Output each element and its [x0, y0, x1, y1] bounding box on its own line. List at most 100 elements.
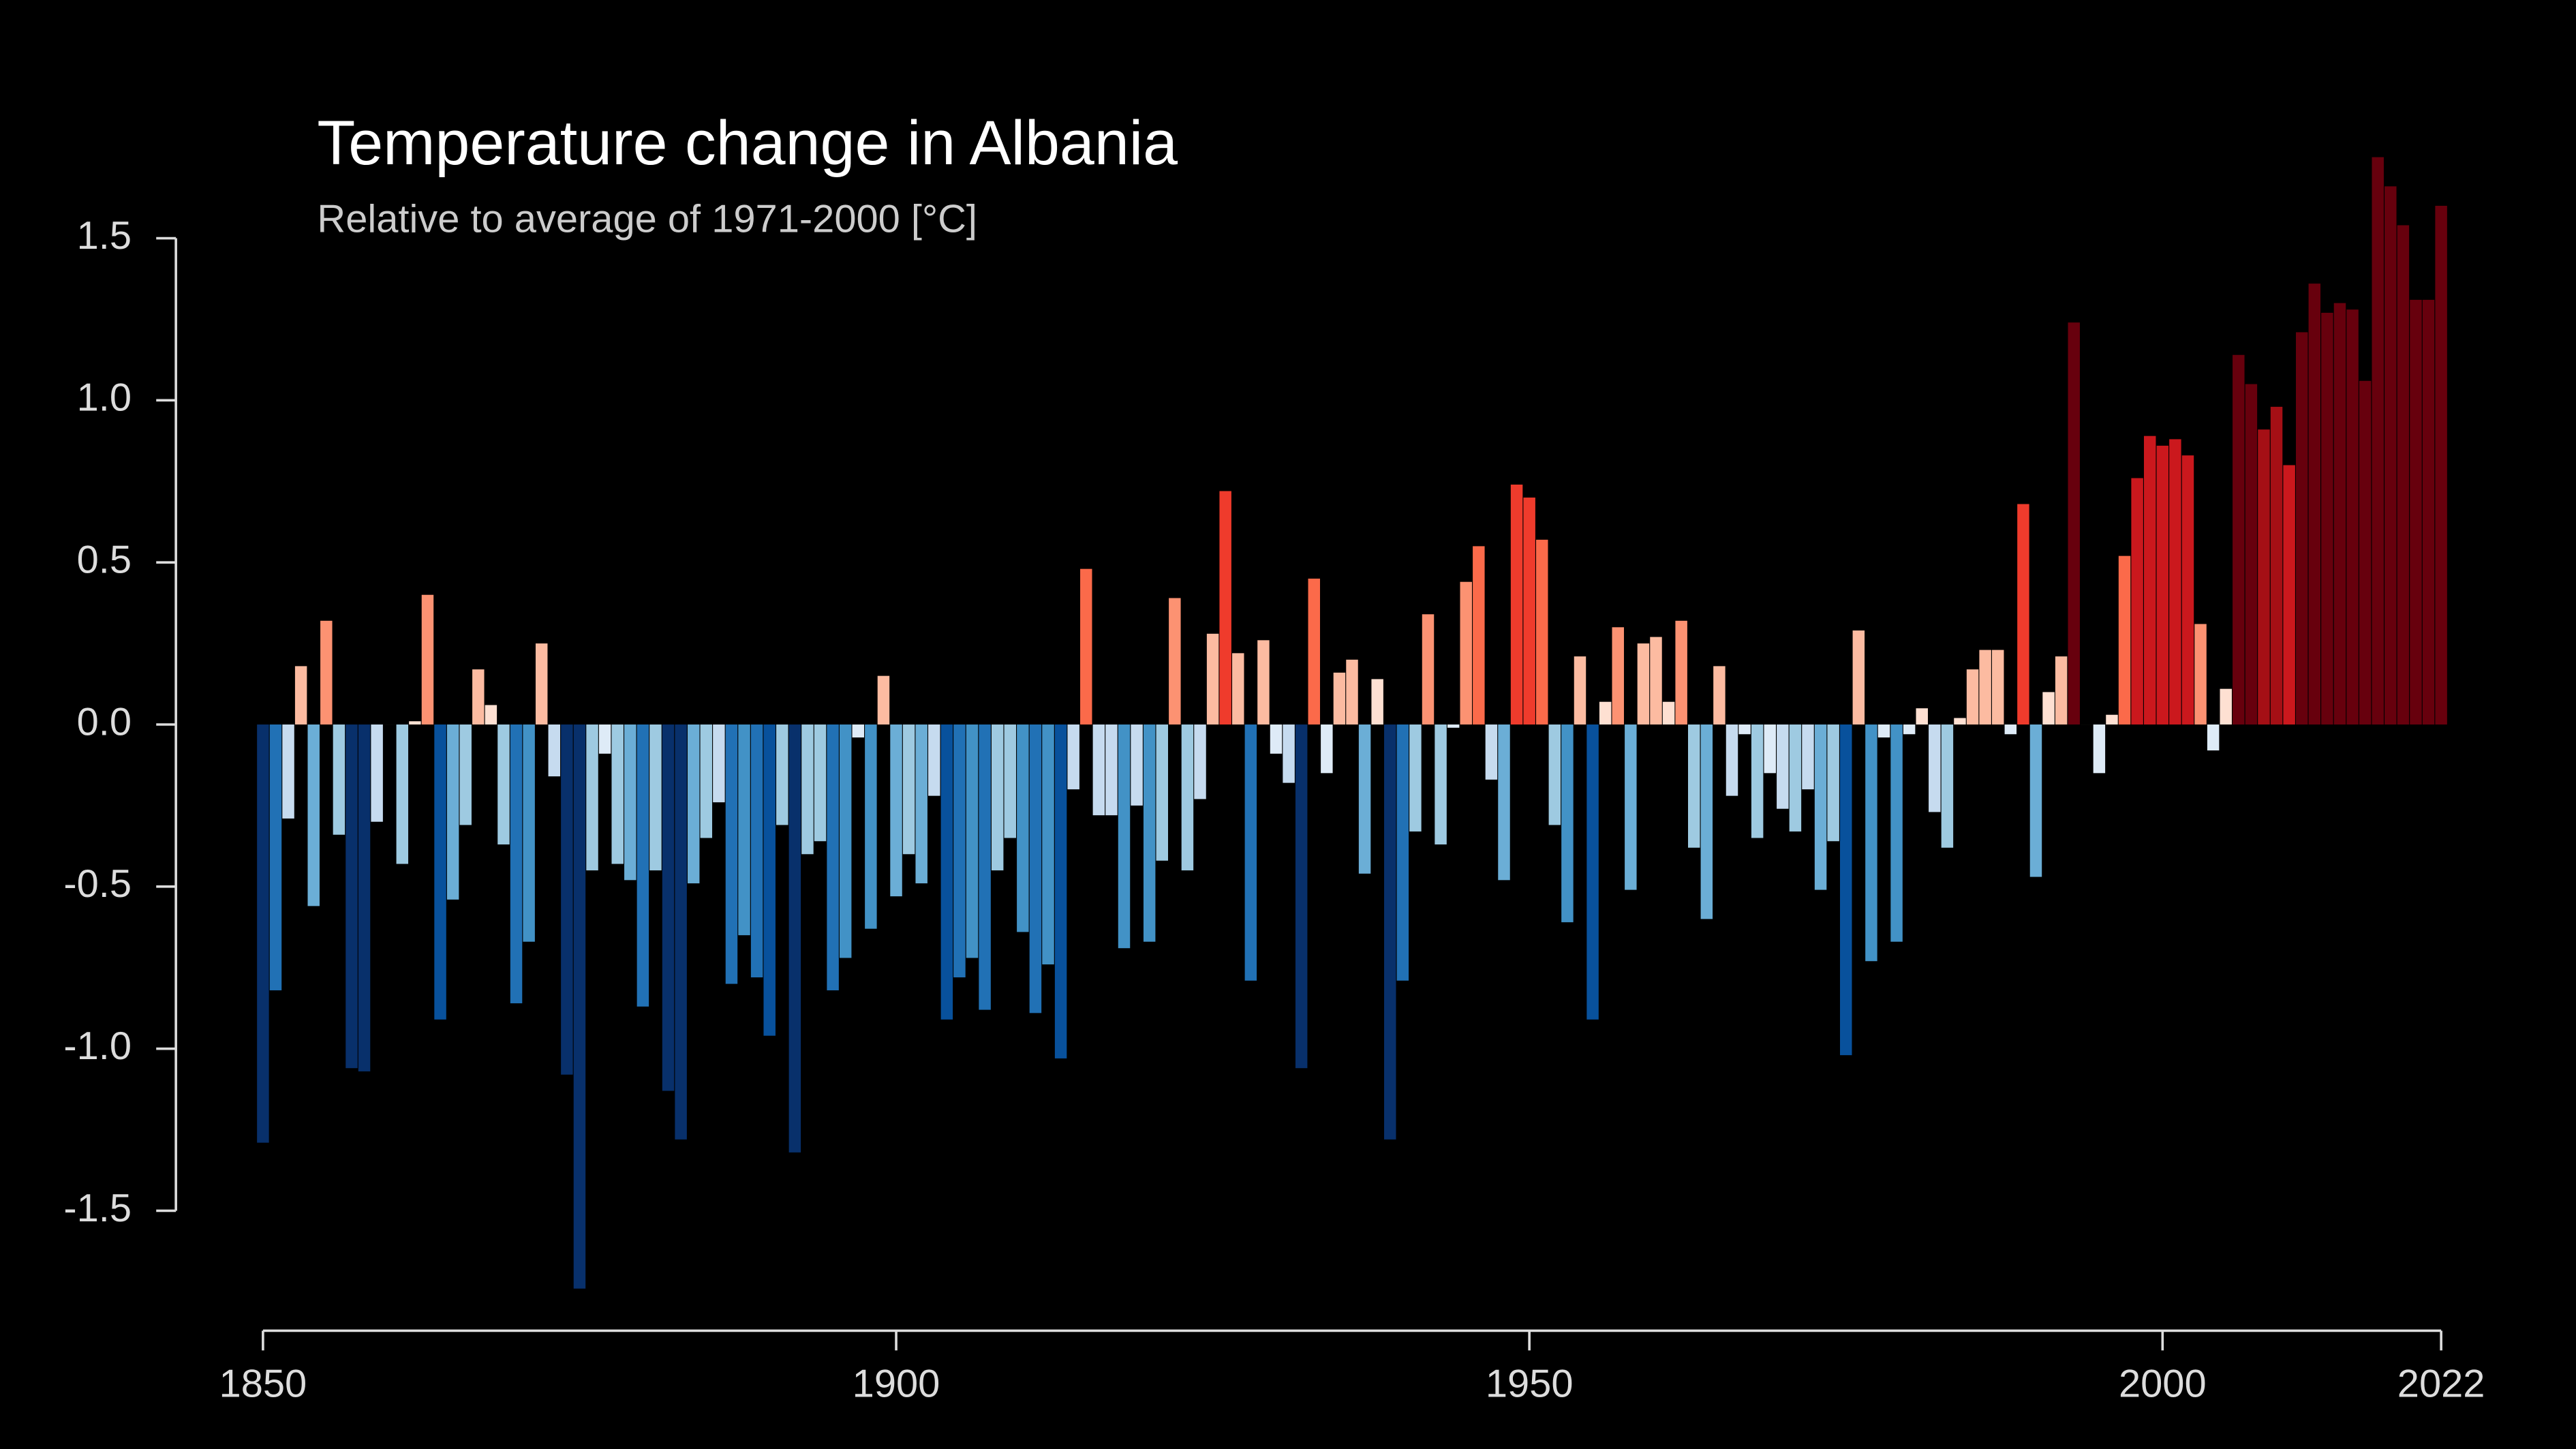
- bar: [409, 721, 421, 724]
- bar: [1447, 724, 1460, 728]
- bar: [700, 724, 713, 838]
- bar: [1548, 724, 1561, 825]
- bar: [1409, 724, 1422, 832]
- bar: [1029, 724, 1042, 1013]
- bar: [561, 724, 573, 1075]
- bar: [1612, 627, 1624, 724]
- bar: [1903, 724, 1916, 735]
- bar: [320, 620, 333, 724]
- bar: [446, 724, 459, 900]
- bar: [2004, 724, 2017, 735]
- bar: [814, 724, 827, 842]
- bar: [586, 724, 598, 871]
- bar: [371, 724, 383, 822]
- bar: [1042, 724, 1054, 964]
- bar: [2220, 688, 2232, 724]
- bar: [1954, 718, 1966, 724]
- chart-subtitle: Relative to average of 1971-2000 [°C]: [317, 198, 977, 241]
- bar: [282, 724, 294, 819]
- bar: [421, 594, 434, 724]
- bar: [2181, 455, 2194, 724]
- y-tick-label: -0.5: [63, 862, 132, 906]
- bar: [890, 724, 902, 897]
- bar: [2258, 429, 2270, 724]
- bar: [358, 724, 371, 1071]
- bar: [2156, 445, 2169, 724]
- bar: [1396, 724, 1409, 981]
- bar: [763, 724, 776, 1036]
- bar: [2055, 656, 2068, 724]
- bar: [2118, 555, 2131, 724]
- bar: [1751, 724, 1764, 838]
- bar: [1181, 724, 1194, 871]
- bar: [510, 724, 523, 1004]
- bar: [1460, 581, 1472, 724]
- bar: [776, 724, 788, 825]
- bar: [2042, 692, 2055, 724]
- bar: [294, 666, 307, 724]
- bar: [1738, 724, 1751, 735]
- bar: [1054, 724, 1067, 1058]
- bar: [611, 724, 624, 864]
- bar: [1510, 485, 1523, 724]
- bar: [2372, 157, 2384, 724]
- bar: [2346, 309, 2359, 724]
- x-tick-label: 2000: [2119, 1362, 2207, 1406]
- y-tick-label: 1.0: [77, 376, 132, 420]
- bar: [1131, 724, 1143, 806]
- bar: [1574, 656, 1586, 724]
- bar: [979, 724, 991, 1010]
- bar: [1080, 568, 1092, 724]
- bar: [2131, 478, 2143, 724]
- bar: [1244, 724, 1257, 981]
- bar: [940, 724, 953, 1020]
- bar: [1156, 724, 1168, 861]
- bar: [2245, 384, 2258, 724]
- bar: [1979, 650, 1991, 724]
- bar: [573, 724, 586, 1289]
- bar: [346, 724, 358, 1069]
- bar: [852, 724, 865, 738]
- bar: [1004, 724, 1017, 838]
- y-tick-label: -1.0: [63, 1024, 132, 1068]
- bar: [548, 724, 561, 777]
- bar: [738, 724, 750, 936]
- bar: [2385, 186, 2397, 725]
- bar: [2333, 303, 2346, 724]
- bar: [1422, 614, 1435, 724]
- bar: [1169, 598, 1181, 724]
- bar: [1777, 724, 1789, 809]
- bar: [865, 724, 877, 929]
- bar: [1839, 724, 1852, 1056]
- bar: [1498, 724, 1510, 881]
- bar: [1105, 724, 1118, 816]
- bar: [1852, 630, 1865, 724]
- bar: [1435, 724, 1447, 844]
- bar: [1675, 620, 1687, 724]
- x-tick-label: 1950: [1486, 1362, 1574, 1406]
- bar: [2233, 354, 2245, 724]
- bar: [1966, 669, 1979, 724]
- bar: [1333, 672, 1346, 724]
- bar: [1662, 701, 1675, 724]
- bar: [1991, 650, 2004, 724]
- bar: [649, 724, 662, 871]
- chart-title: Temperature change in Albania: [317, 108, 1178, 178]
- x-tick-label: 1850: [219, 1362, 307, 1406]
- bar: [1802, 724, 1814, 790]
- bar: [1700, 724, 1713, 919]
- bar: [1561, 724, 1574, 923]
- bar: [953, 724, 966, 978]
- y-tick-label: 0.0: [77, 700, 132, 744]
- bar: [1206, 633, 1219, 724]
- bar: [2435, 205, 2447, 724]
- bar: [2106, 714, 2118, 724]
- bar: [1688, 724, 1700, 848]
- bar: [523, 724, 535, 942]
- bar: [1219, 491, 1231, 724]
- bar: [598, 724, 611, 754]
- bar: [1929, 724, 1941, 812]
- bar: [1485, 724, 1498, 780]
- bar: [2359, 380, 2372, 724]
- bar: [1523, 498, 1535, 724]
